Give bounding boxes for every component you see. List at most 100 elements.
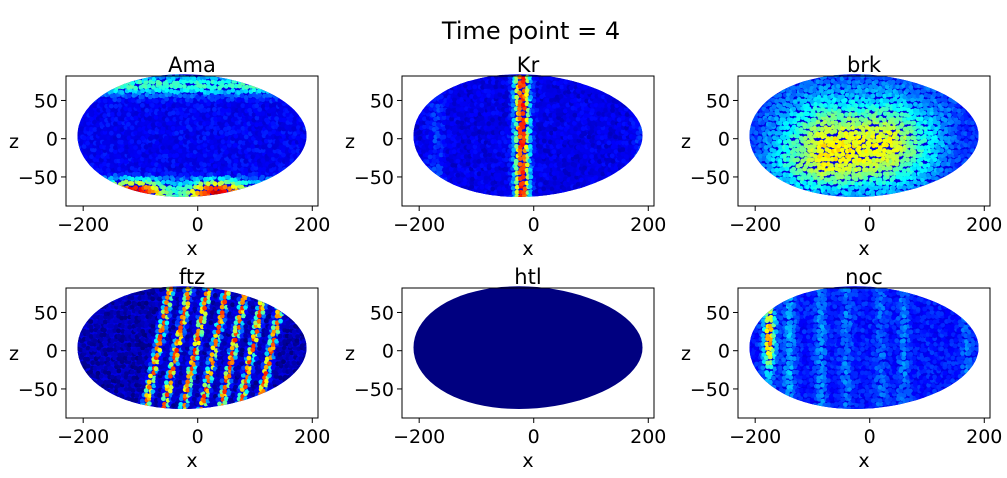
expression-point (445, 79, 451, 84)
expression-point (556, 88, 562, 94)
expression-point (575, 145, 581, 150)
expression-point (100, 198, 105, 203)
expression-point (438, 180, 443, 186)
expression-point (450, 201, 455, 206)
expression-point (292, 87, 297, 93)
expression-point (212, 163, 218, 169)
expression-point (160, 162, 166, 168)
expression-point (781, 195, 786, 197)
expression-point (116, 191, 121, 196)
expression-point (472, 159, 478, 165)
expression-point (503, 74, 509, 80)
expression-point (446, 133, 452, 139)
expression-point (823, 108, 829, 114)
expression-point (614, 74, 620, 80)
expression-point (483, 175, 489, 181)
expression-point (535, 81, 541, 86)
expression-point (812, 199, 817, 204)
expression-point (270, 111, 276, 117)
expression-point (189, 88, 194, 94)
expression-point (521, 131, 527, 137)
expression-point (775, 198, 780, 203)
expression-point (617, 82, 622, 88)
expression-point (513, 121, 519, 127)
expression-point (303, 79, 307, 84)
expression-point (548, 195, 553, 197)
expression-point (527, 193, 533, 197)
expression-point (743, 143, 748, 148)
expression-point (150, 103, 155, 108)
expression-point (466, 194, 472, 197)
expression-point (84, 179, 90, 185)
expression-point (120, 199, 125, 204)
expression-point (599, 194, 605, 197)
expression-point (569, 93, 575, 99)
expression-point (641, 163, 643, 169)
expression-point (750, 170, 756, 175)
expression-point (823, 198, 828, 203)
expression-point (501, 148, 507, 153)
expression-point (424, 79, 430, 85)
expression-point (289, 99, 295, 104)
expression-point (749, 97, 751, 102)
expression-point (262, 198, 267, 203)
expression-point (130, 98, 136, 103)
expression-point (268, 84, 274, 89)
expression-point (532, 130, 537, 136)
expression-point (298, 83, 303, 89)
expression-point (133, 145, 138, 151)
expression-point (227, 163, 233, 169)
expression-point (792, 99, 798, 104)
expression-point (552, 200, 557, 205)
expression-point (196, 195, 202, 197)
expression-point (147, 94, 153, 100)
expression-point (127, 107, 133, 112)
expression-point (413, 110, 414, 116)
expression-point (175, 115, 181, 121)
expression-point (518, 194, 523, 197)
expression-point (799, 76, 805, 82)
expression-point (597, 189, 602, 195)
expression-point (247, 103, 253, 108)
expression-point (507, 199, 512, 204)
expression-point (293, 170, 298, 176)
expression-point (425, 159, 431, 165)
expression-point (827, 199, 832, 204)
expression-point (208, 166, 214, 171)
expression-point (196, 116, 202, 122)
expression-point (546, 84, 551, 89)
expression-point (539, 78, 544, 84)
expression-point (89, 74, 95, 80)
expression-point (754, 188, 759, 194)
expression-point (409, 131, 414, 136)
expression-point (441, 89, 447, 95)
expression-point (263, 138, 269, 144)
expression-point (823, 94, 828, 100)
expression-point (635, 195, 641, 197)
expression-point (77, 134, 81, 140)
expression-point (240, 125, 246, 131)
expression-point (438, 99, 444, 104)
expression-point (815, 131, 820, 137)
expression-point (822, 112, 827, 118)
expression-point (749, 103, 752, 109)
expression-point (407, 158, 412, 163)
expression-point (95, 116, 101, 121)
y-tick-label: −50 (18, 167, 58, 189)
expression-point (435, 130, 440, 136)
expression-point (83, 180, 89, 185)
expression-point (106, 112, 112, 117)
expression-point (157, 175, 163, 181)
expression-point (422, 93, 428, 99)
expression-point (822, 162, 828, 168)
expression-point (428, 176, 434, 182)
expression-point (572, 78, 578, 84)
expression-point (761, 131, 767, 137)
expression-point (415, 162, 421, 168)
expression-point (305, 180, 307, 186)
expression-point (628, 204, 633, 209)
expression-point (133, 185, 139, 191)
expression-point (634, 144, 639, 150)
expression-point (306, 186, 307, 192)
expression-point (526, 203, 531, 208)
